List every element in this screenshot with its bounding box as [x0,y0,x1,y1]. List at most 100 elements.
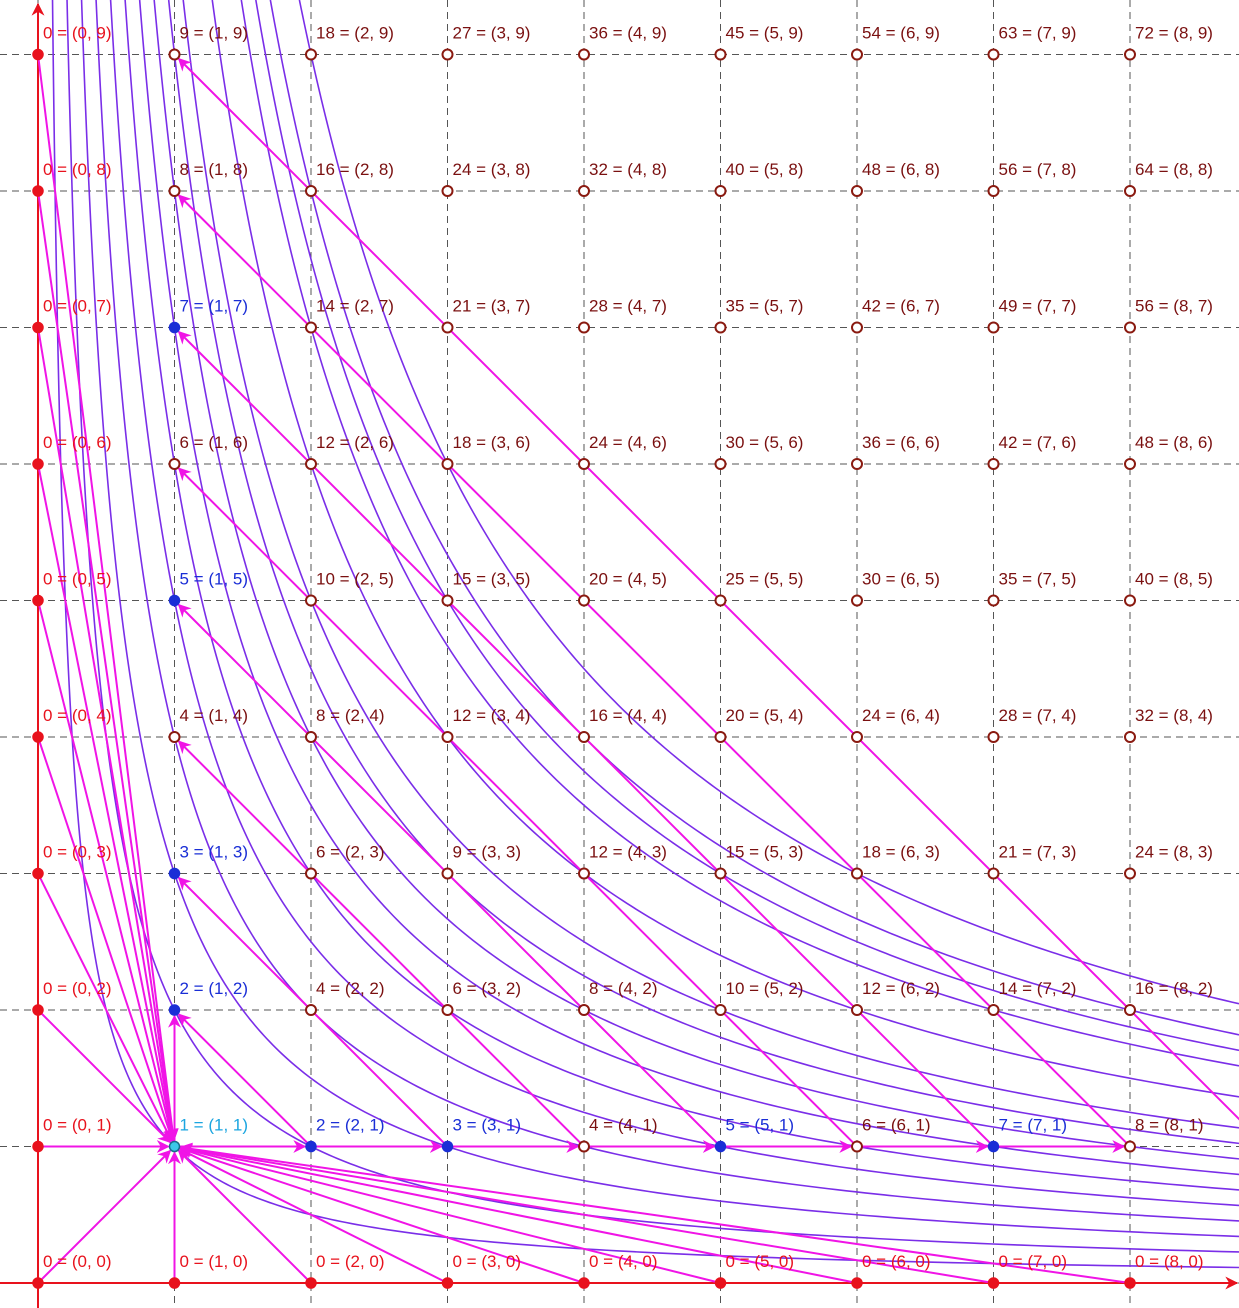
point-label: 15 = (3, 5) [453,570,531,589]
lattice-point [851,321,863,334]
lattice-point [305,1004,317,1016]
arrow-to-unit [178,1145,585,1284]
point-label: 0 = (0, 7) [43,297,112,316]
lattice-point [441,48,454,61]
lattice-point [578,1140,590,1153]
point-label: 6 = (3, 2) [453,979,522,998]
hyperbola-curve [124,0,1239,1191]
lattice-point [578,48,590,61]
point-label: 40 = (5, 8) [726,160,804,179]
point-label: 16 = (2, 8) [316,160,394,179]
point-label: 0 = (4, 0) [589,1252,658,1271]
point-label: 3 = (1, 3) [180,843,249,862]
hyperbola-curve [109,0,1239,1207]
lattice-point [987,185,1000,197]
lattice-point [1124,1140,1136,1153]
point-label: 1 = (1, 1) [180,1116,249,1135]
lattice-point [1124,458,1136,470]
lattice-point [851,731,863,743]
point-label: 18 = (2, 9) [316,24,394,43]
lattice-point [578,1277,590,1289]
lattice-point [441,458,454,470]
point-label: 8 = (2, 4) [316,706,385,725]
hyperbola-curve [269,0,1239,1036]
point-label: 27 = (3, 9) [453,24,531,43]
lattice-points [32,48,1136,1289]
lattice-point [714,867,727,880]
hyperbola-curve [255,0,1239,1052]
point-label: 72 = (8, 9) [1135,24,1213,43]
point-label: 48 = (6, 8) [862,160,940,179]
point-label: 0 = (0, 5) [43,570,112,589]
lattice-point [168,867,181,880]
lattice-point [851,458,863,470]
hyperbola-curve [138,0,1239,1176]
lattice-point [851,48,863,61]
lattice-point [168,185,181,197]
arrow-to-unit [37,600,177,1142]
lattice-point [305,185,317,197]
point-label: 8 = (1, 8) [180,160,249,179]
lattice-point [851,867,863,880]
point-label: 5 = (5, 1) [726,1116,795,1135]
arrow-to-unit [179,1142,1131,1284]
lattice-point [32,458,44,470]
lattice-point [168,594,181,607]
point-label: 54 = (6, 9) [862,24,940,43]
lattice-point [305,731,317,743]
arrow-diagonal [177,194,1131,1148]
point-label: 14 = (7, 2) [999,979,1077,998]
lattice-point [32,594,44,607]
point-label: 4 = (4, 1) [589,1116,658,1135]
point-label: 0 = (5, 0) [726,1252,795,1271]
lattice-point [578,1004,590,1016]
point-label: 49 = (7, 7) [999,297,1077,316]
point-label: 15 = (5, 3) [726,843,804,862]
lattice-point [441,1277,454,1289]
point-label: 20 = (4, 5) [589,570,667,589]
point-label: 3 = (3, 1) [453,1116,522,1135]
lattice-point [441,594,454,607]
hyperbola-curve [66,0,1239,1253]
lattice-point [851,1140,863,1153]
point-label: 18 = (6, 3) [862,843,940,862]
lattice-point [714,594,727,607]
point-label: 10 = (5, 2) [726,979,804,998]
point-label: 36 = (6, 6) [862,433,940,452]
lattice-point [1124,867,1136,880]
arrow-to-unit [37,1009,172,1144]
point-label: 12 = (6, 2) [862,979,940,998]
point-label: 30 = (5, 6) [726,433,804,452]
point-label: 0 = (0, 0) [43,1252,112,1271]
point-label: 24 = (8, 3) [1135,843,1213,862]
lattice-point [1124,731,1136,743]
point-label: 12 = (3, 4) [453,706,531,725]
lattice-point [305,594,317,607]
arrow-to-unit [37,736,176,1143]
lattice-point [32,1004,44,1016]
point-label: 28 = (7, 4) [999,706,1077,725]
lattice-point [714,1277,727,1289]
point-label: 64 = (8, 8) [1135,160,1213,179]
point-label: 0 = (7, 0) [999,1252,1068,1271]
hyperbola-curve [80,0,1239,1238]
arrow-to-unit [37,1149,172,1284]
lattice-point [305,321,317,334]
arrow-to-unit [179,1144,721,1284]
point-label: 0 = (0, 9) [43,24,112,43]
lattice-point [987,48,1000,61]
lattice-point [578,321,590,334]
lattice-point [578,458,590,470]
lattice-point [168,731,181,743]
point-label: 24 = (6, 4) [862,706,940,725]
lattice-point [32,48,44,61]
lattice-point [987,867,1000,880]
point-label: 20 = (5, 4) [726,706,804,725]
point-label: 7 = (7, 1) [999,1116,1068,1135]
lattice-point [987,321,1000,334]
lattice-point [714,1140,727,1153]
point-label: 8 = (4, 2) [589,979,658,998]
point-label: 0 = (0, 4) [43,706,112,725]
